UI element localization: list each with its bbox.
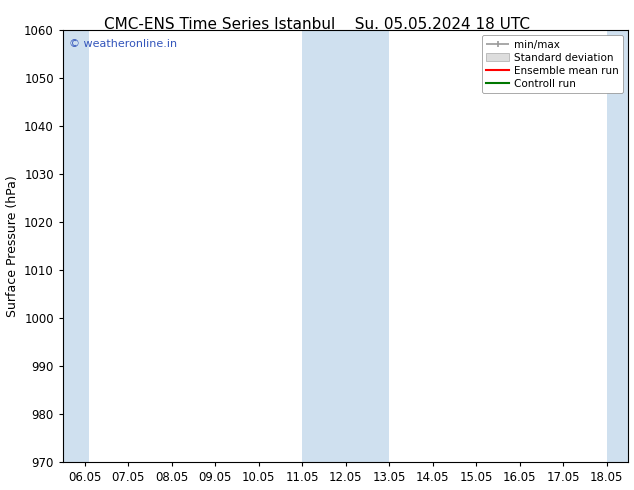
Text: CMC-ENS Time Series Istanbul    Su. 05.05.2024 18 UTC: CMC-ENS Time Series Istanbul Su. 05.05.2… [104,17,530,32]
Bar [607,30,628,463]
Legend: min/max, Standard deviation, Ensemble mean run, Controll run: min/max, Standard deviation, Ensemble me… [482,35,623,93]
Bar [63,30,89,463]
Text: © weatheronline.in: © weatheronline.in [68,39,177,49]
Y-axis label: Surface Pressure (hPa): Surface Pressure (hPa) [6,175,18,317]
Bar [302,30,389,463]
